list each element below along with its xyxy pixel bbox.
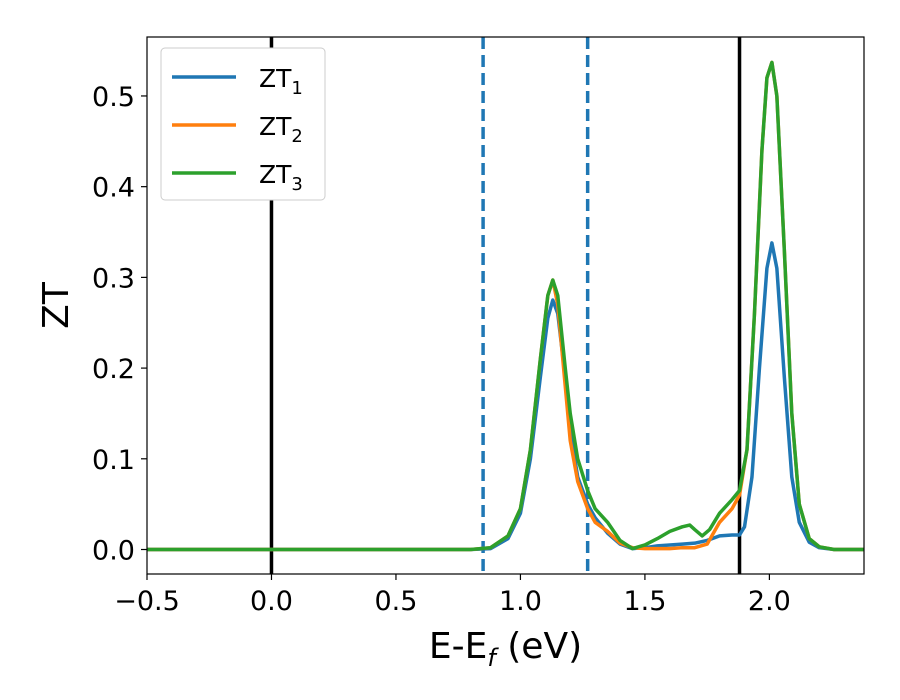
legend-box: [160, 47, 326, 201]
x-axis-label: E-Ef (eV): [429, 626, 582, 672]
x-axis-ticks: −0.5 0.0 0.5 1.0 1.5 2.0: [114, 574, 791, 617]
y-tick-label: 0.3: [92, 263, 135, 294]
y-tick-label: 0.2: [92, 354, 135, 385]
y-axis-label: ZT: [36, 281, 77, 329]
legend: ZT1 ZT2 ZT3: [160, 47, 326, 201]
x-tick-label: 0.0: [250, 586, 293, 617]
legend-label: ZT1: [259, 64, 303, 99]
series-lines: [147, 60, 864, 552]
y-tick-label: 0.4: [92, 173, 135, 204]
x-tick-label: 2.0: [748, 586, 791, 617]
axes-frame: [146, 36, 865, 575]
y-tick-label: 0.5: [92, 82, 135, 113]
reference-lines: [269, 37, 742, 574]
x-axis-label-base: E-E: [429, 626, 487, 667]
x-tick-label: 0.5: [374, 586, 417, 617]
x-axis-label-unit: (eV): [496, 626, 582, 667]
x-tick-label: −0.5: [114, 586, 180, 617]
y-axis-ticks: 0.0 0.1 0.2 0.3 0.4 0.5: [92, 82, 147, 567]
y-tick-label: 0.0: [92, 536, 135, 567]
x-tick-label: 1.5: [623, 586, 666, 617]
x-tick-label: 1.0: [499, 586, 542, 617]
legend-label: ZT3: [259, 160, 303, 195]
series-line-zt1: [147, 241, 864, 552]
legend-label: ZT2: [259, 112, 303, 147]
y-tick-label: 0.1: [92, 445, 135, 476]
series-line-zt3: [147, 60, 864, 552]
legend-items: ZT1 ZT2 ZT3: [172, 64, 303, 195]
